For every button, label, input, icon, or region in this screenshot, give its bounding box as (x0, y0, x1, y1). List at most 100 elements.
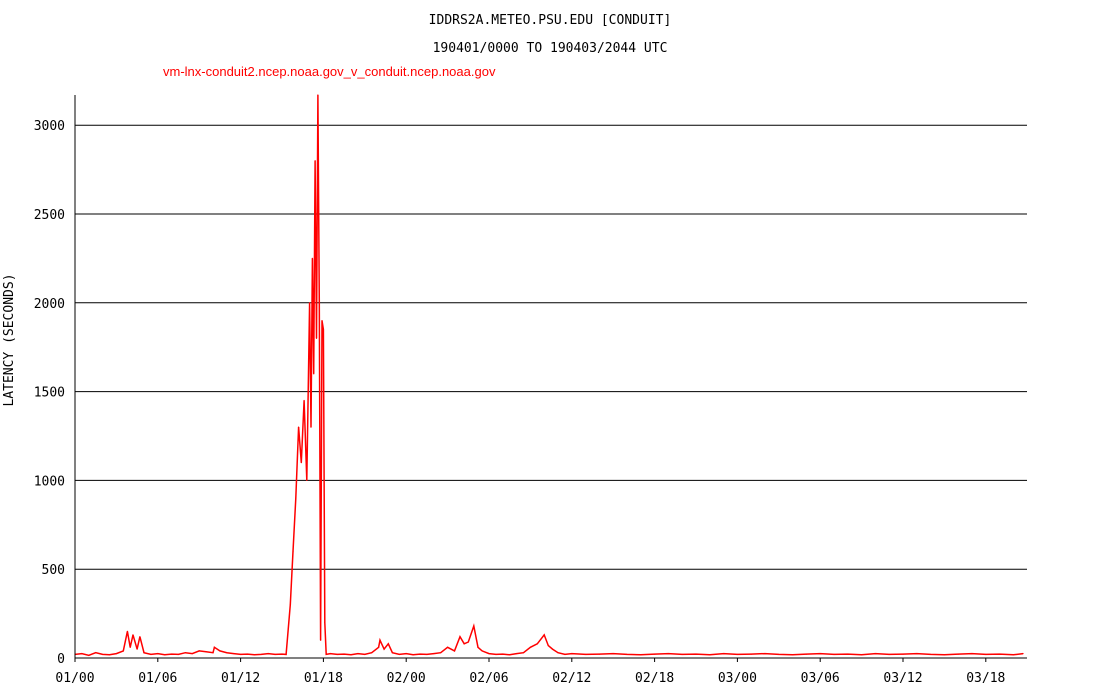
data-point (321, 319, 323, 322)
x-tick-label: 03/06 (801, 671, 840, 686)
data-point (157, 652, 159, 655)
data-point (943, 654, 946, 656)
data-point (1022, 652, 1024, 655)
x-tick-label: 01/18 (304, 671, 343, 686)
data-point (833, 653, 835, 656)
data-point (205, 651, 207, 653)
x-tick-label: 03/12 (883, 671, 922, 686)
data-point (320, 639, 322, 641)
data-point (547, 644, 549, 647)
data-point (129, 646, 131, 648)
data-point (108, 654, 111, 656)
data-point (971, 652, 973, 655)
data-point (467, 641, 469, 643)
data-point (295, 497, 297, 499)
data-point (281, 653, 283, 655)
data-point (240, 653, 242, 656)
y-tick-label: 2000 (34, 297, 65, 312)
data-point (391, 652, 393, 654)
data-point (233, 652, 235, 655)
data-point (126, 630, 129, 632)
data-point (322, 328, 324, 331)
data-point (318, 302, 320, 304)
data-point (792, 654, 794, 656)
data-point (626, 653, 628, 656)
data-point (477, 646, 479, 648)
data-point (177, 653, 180, 656)
x-tick-label: 01/00 (55, 671, 94, 686)
data-point (303, 399, 305, 402)
data-point (640, 654, 642, 656)
data-point (902, 653, 904, 655)
y-tick-label: 2500 (34, 208, 65, 223)
data-point (357, 652, 359, 655)
data-point (171, 653, 173, 655)
data-point (447, 646, 449, 648)
data-point (536, 643, 538, 645)
data-point (139, 636, 141, 638)
data-point (219, 650, 221, 652)
data-point (598, 653, 601, 655)
data-point (847, 653, 849, 655)
x-tick-label: 02/00 (387, 671, 426, 686)
data-point (473, 625, 475, 627)
data-point (440, 652, 442, 654)
data-point (957, 653, 959, 655)
data-point (309, 302, 311, 304)
data-point (364, 653, 366, 656)
data-point (805, 653, 808, 655)
legend-series-label: vm-lnx-conduit2.ncep.noaa.gov_v_conduit.… (163, 64, 496, 79)
data-point (132, 634, 134, 636)
data-point (260, 653, 262, 656)
data-point (426, 653, 428, 656)
data-point (681, 653, 683, 656)
data-point (529, 646, 532, 648)
data-point (292, 550, 294, 553)
data-point (191, 652, 193, 655)
data-point (612, 652, 614, 655)
data-point (819, 652, 821, 655)
data-point (888, 653, 890, 656)
data-point (463, 643, 465, 645)
data-point (378, 646, 380, 648)
data-point (585, 653, 587, 656)
data-point (315, 337, 318, 339)
data-point (654, 653, 656, 655)
data-point (329, 652, 331, 655)
data-point (81, 652, 83, 655)
chart-subtitle: 190401/0000 TO 190403/2044 UTC (433, 41, 668, 56)
data-point (488, 652, 490, 655)
data-point (285, 653, 287, 656)
data-point (325, 653, 327, 656)
series-line-0 (74, 94, 1024, 657)
data-point (557, 652, 559, 654)
x-tick-label: 02/18 (635, 671, 674, 686)
data-point (164, 654, 166, 656)
data-point (313, 373, 315, 375)
data-point (667, 652, 670, 655)
data-point (226, 652, 228, 654)
data-point (184, 652, 186, 654)
data-point (709, 654, 711, 656)
data-point (736, 653, 739, 656)
data-point (336, 653, 338, 656)
data-point (350, 654, 352, 656)
data-point (874, 652, 877, 655)
data-point (198, 650, 200, 652)
x-tick-label: 01/06 (138, 671, 177, 686)
data-point (289, 604, 291, 606)
data-point (297, 426, 300, 428)
data-point (300, 462, 302, 464)
data-point (778, 653, 780, 656)
data-point (861, 654, 863, 656)
data-point (419, 653, 421, 655)
data-point (136, 648, 138, 650)
data-point (398, 653, 400, 656)
data-point (383, 648, 385, 650)
x-tick-label: 03/00 (718, 671, 757, 686)
x-tick-label: 02/06 (469, 671, 508, 686)
data-point (495, 653, 497, 656)
data-point (253, 654, 255, 656)
data-point (930, 653, 932, 656)
